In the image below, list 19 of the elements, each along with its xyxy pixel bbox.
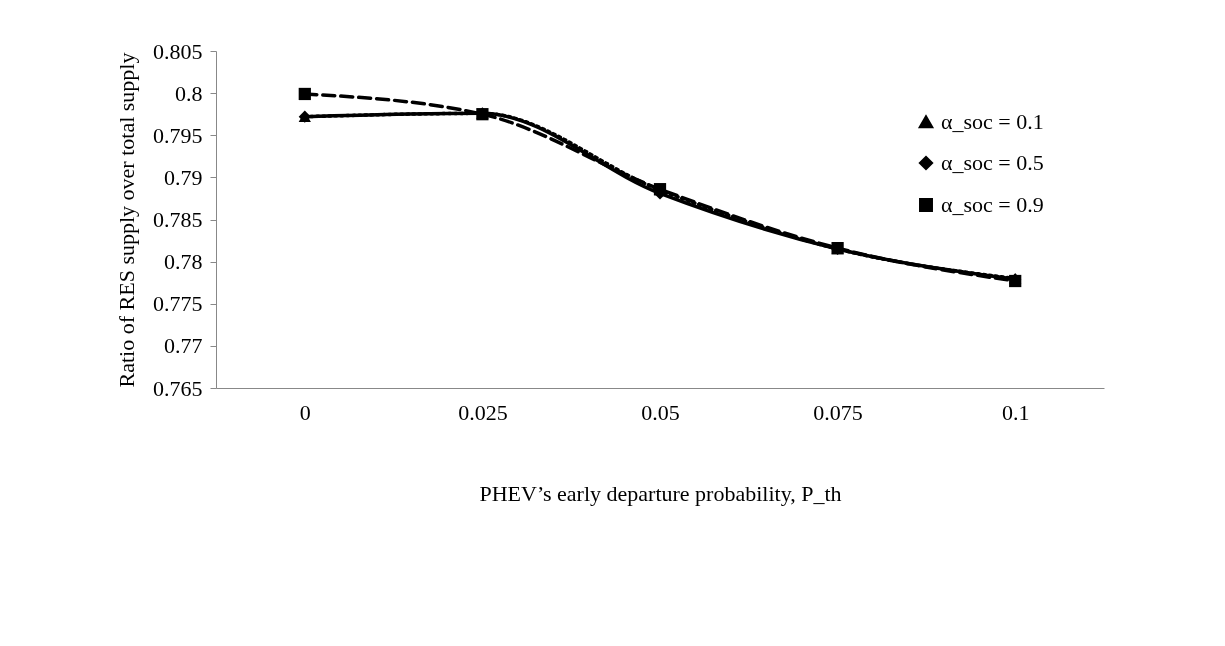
y-tick-label: 0.785 bbox=[153, 207, 203, 232]
y-tick-label: 0.78 bbox=[164, 249, 203, 275]
x-tick-label: 0.075 bbox=[813, 399, 863, 425]
x-tick-label: 0.05 bbox=[641, 399, 680, 425]
y-tick-label: 0.79 bbox=[164, 164, 203, 190]
y-tick-label: 0.765 bbox=[153, 375, 203, 401]
y-tick-label: 0.805 bbox=[153, 38, 203, 64]
y-tick-label: 0.795 bbox=[153, 122, 203, 148]
y-tick-label: 0.77 bbox=[164, 333, 203, 359]
y-tick-label: 0.775 bbox=[153, 291, 203, 317]
legend-label: α_soc = 0.9 bbox=[941, 192, 1044, 217]
legend-label: α_soc = 0.1 bbox=[941, 109, 1044, 134]
y-tick-label: 0.8 bbox=[175, 80, 203, 106]
x-tick-label: 0.1 bbox=[1001, 399, 1030, 425]
x-axis-title: PHEV’s early departure probability, P_th bbox=[479, 480, 842, 506]
x-tick-label: 0.025 bbox=[458, 399, 508, 425]
x-tick-label: 0 bbox=[299, 399, 311, 425]
y-axis-title: Ratio of RES supply over total supply bbox=[114, 52, 139, 388]
legend-label: α_soc = 0.5 bbox=[941, 150, 1044, 175]
